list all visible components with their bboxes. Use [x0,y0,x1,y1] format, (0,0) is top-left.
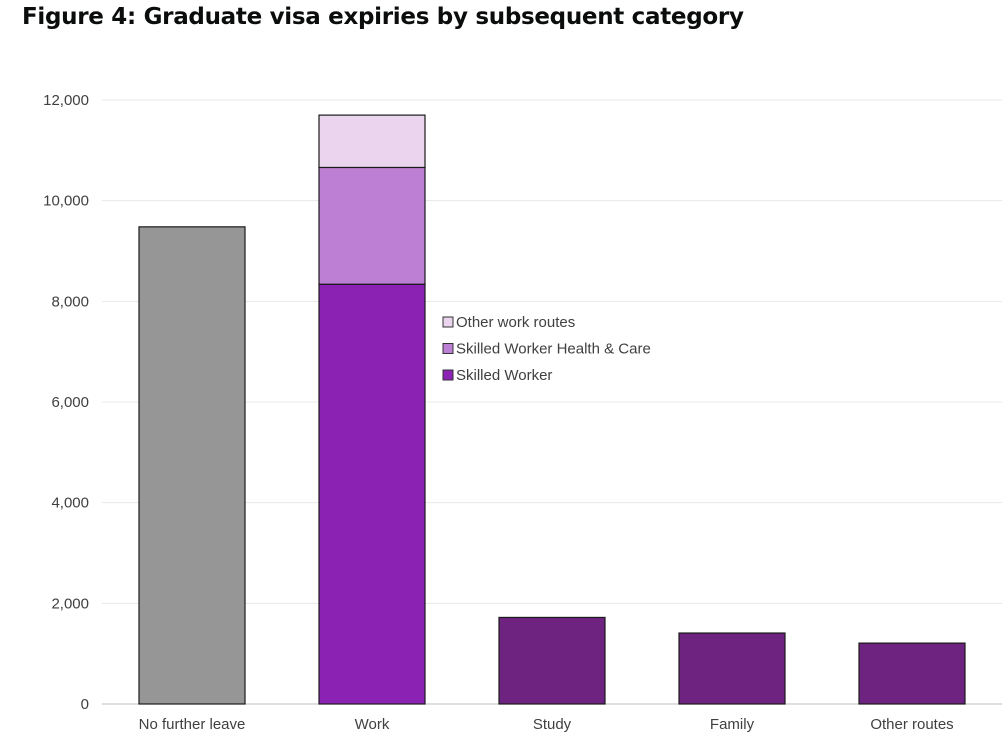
legend: Other work routes Skilled Worker Health &… [442,314,651,384]
gridlines [102,99,1002,705]
x-tick-label: No further leave [139,716,246,733]
x-tick-label: Study [533,716,572,733]
legend-swatch [442,343,454,354]
y-tick-label: 4,000 [51,495,89,512]
legend-swatch [442,316,454,328]
x-tick-label: Work [355,716,390,733]
bar-no-further-leave [138,226,246,705]
y-axis-ticks: 0 2,000 4,000 6,000 8,000 10,000 12,000 [43,92,89,713]
bar-family [678,632,786,705]
bar-other-routes [858,642,966,705]
legend-swatch [442,369,454,381]
legend-label: Skilled Worker [456,367,552,384]
y-tick-label: 0 [81,696,89,713]
y-tick-label: 12,000 [43,92,89,109]
x-tick-label: Other routes [870,716,953,733]
bar-study [498,616,606,705]
bars [138,114,966,705]
bar-work-skilled-worker [318,283,426,705]
legend-label: Other work routes [456,314,575,331]
x-tick-label: Family [710,716,755,733]
bar-work-other-work-routes [318,114,426,169]
bar-work-skilled-worker-health-and-care [318,166,426,285]
y-tick-label: 10,000 [43,193,89,210]
y-tick-label: 8,000 [51,293,89,310]
legend-label: Skilled Worker Health & Care [456,341,651,358]
chart-title: Figure 4: Graduate visa expiries by subs… [22,4,744,30]
x-axis-ticks: No further leave Work Study Family Other rou… [139,716,954,733]
y-tick-label: 6,000 [51,394,89,411]
y-tick-label: 2,000 [51,595,89,612]
